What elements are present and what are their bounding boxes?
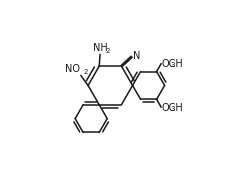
Text: 2: 2 (83, 69, 88, 75)
Text: N: N (133, 51, 141, 61)
Text: NH: NH (93, 43, 107, 53)
Text: 2: 2 (105, 48, 109, 54)
Text: NO: NO (65, 64, 80, 74)
Text: OCH: OCH (162, 59, 184, 69)
Text: 3: 3 (171, 62, 175, 68)
Text: OCH: OCH (162, 103, 184, 112)
Text: 3: 3 (171, 106, 175, 112)
